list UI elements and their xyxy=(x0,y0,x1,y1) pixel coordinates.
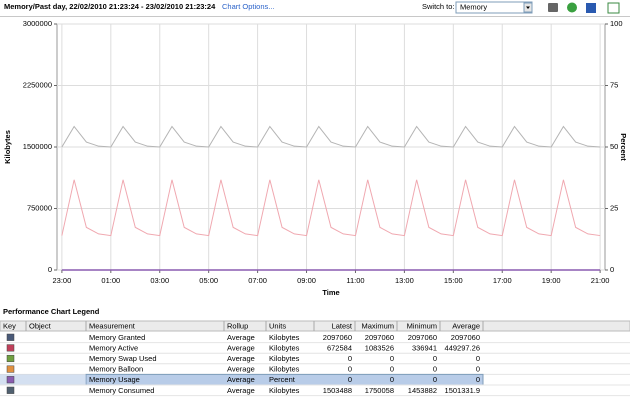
selected-key-bg xyxy=(0,374,86,385)
table-cell: 0 xyxy=(390,375,394,384)
table-cell: Average xyxy=(227,365,255,374)
table-cell: Average xyxy=(227,354,255,363)
key-swatch xyxy=(6,354,15,363)
table-cell: 1501331.9 xyxy=(445,386,480,395)
table-cell: 0 xyxy=(348,365,352,374)
column-header: Measurement xyxy=(89,321,136,330)
column-header: Minimum xyxy=(407,321,437,330)
table-cell: 0 xyxy=(390,354,394,363)
table-cell: Memory Granted xyxy=(89,333,145,342)
table-header-bg xyxy=(0,320,630,332)
table-cell: 0 xyxy=(476,375,480,384)
table-cell: Kilobytes xyxy=(269,354,300,363)
table-cell: Memory Consumed xyxy=(89,386,154,395)
table-cell: 672584 xyxy=(327,343,352,352)
column-header: Maximum xyxy=(361,321,394,330)
table-cell: Average xyxy=(227,386,255,395)
column-header: Units xyxy=(269,321,286,330)
table-cell: Memory Balloon xyxy=(89,365,143,374)
y-axis-label: Kilobytes xyxy=(3,130,12,164)
key-swatch xyxy=(6,344,15,352)
switch-value: Memory xyxy=(460,2,487,11)
table-cell: 1453882 xyxy=(408,386,437,395)
x-tick-label: 23:00 xyxy=(53,276,72,285)
y2-tick-label: 100 xyxy=(610,19,623,28)
table-cell: 0 xyxy=(433,365,437,374)
table-cell: 1083526 xyxy=(365,343,394,352)
table-cell: 0 xyxy=(476,354,480,363)
table-cell: Average xyxy=(227,343,255,352)
x-tick-label: 05:00 xyxy=(199,276,218,285)
x-tick-label: 19:00 xyxy=(542,276,561,285)
y2-tick-label: 50 xyxy=(610,142,618,151)
table-cell: 0 xyxy=(433,375,437,384)
column-header: Rollup xyxy=(227,321,248,330)
column-header: Object xyxy=(29,321,52,330)
x-tick-label: 03:00 xyxy=(150,276,169,285)
table-cell: 2097060 xyxy=(451,333,480,342)
y2-tick-label: 25 xyxy=(610,203,618,212)
table-cell: Percent xyxy=(269,375,296,384)
save-icon[interactable] xyxy=(586,3,596,13)
y2-tick-label: 75 xyxy=(610,80,618,89)
table-cell: 2097060 xyxy=(408,333,437,342)
column-header: Key xyxy=(3,321,16,330)
y2-tick-label: 0 xyxy=(610,265,614,274)
table-cell: 2097060 xyxy=(365,333,394,342)
table-cell: Kilobytes xyxy=(269,343,300,352)
x-tick-label: 15:00 xyxy=(444,276,463,285)
table-cell: 0 xyxy=(476,365,480,374)
x-tick-label: 11:00 xyxy=(346,276,364,285)
x-tick-label: 17:00 xyxy=(493,276,512,285)
table-cell: Memory Swap Used xyxy=(89,354,157,363)
series-line xyxy=(61,179,601,237)
chart-options-link[interactable]: Chart Options... xyxy=(222,2,275,11)
x-axis-label: Time xyxy=(322,288,339,297)
column-header: Average xyxy=(452,321,480,330)
table-cell: 0 xyxy=(348,375,352,384)
table-cell: 0 xyxy=(348,354,352,363)
y2-axis-label: Percent xyxy=(619,133,628,161)
table-cell: 1750058 xyxy=(365,386,394,395)
table-cell: 0 xyxy=(433,354,437,363)
arrow-icon xyxy=(526,6,530,9)
page-title: Memory/Past day, 22/02/2010 21:23:24 - 2… xyxy=(4,2,216,11)
column-header: Latest xyxy=(332,321,353,330)
series-line xyxy=(61,125,601,148)
key-swatch xyxy=(6,376,15,384)
table-cell: 0 xyxy=(390,365,394,374)
legend-title: Performance Chart Legend xyxy=(3,307,100,316)
popout-icon[interactable] xyxy=(607,2,620,14)
table-cell: 1503488 xyxy=(323,386,352,395)
x-tick-label: 13:00 xyxy=(395,276,414,285)
key-swatch xyxy=(6,365,15,373)
table-cell: Kilobytes xyxy=(269,333,300,342)
table-cell: Average xyxy=(227,333,255,342)
header-rule xyxy=(0,16,630,17)
y-tick-label: 2250000 xyxy=(23,80,52,89)
print-icon[interactable] xyxy=(548,3,558,12)
key-swatch xyxy=(6,386,15,394)
x-tick-label: 09:00 xyxy=(297,276,316,285)
x-tick-label: 07:00 xyxy=(248,276,267,285)
table-cell: Kilobytes xyxy=(269,386,300,395)
switch-label: Switch to: xyxy=(422,2,455,11)
table-cell: Average xyxy=(227,375,255,384)
table-cell: 449297.26 xyxy=(445,343,480,352)
table-cell: Memory Usage xyxy=(89,375,140,384)
table-cell: 336941 xyxy=(412,343,437,352)
table-cell: 2097060 xyxy=(323,333,352,342)
key-swatch xyxy=(6,333,15,341)
y-tick-label: 1500000 xyxy=(23,142,52,151)
table-cell: Memory Active xyxy=(89,343,138,352)
y-tick-label: 0 xyxy=(48,265,52,274)
x-tick-label: 21:00 xyxy=(591,276,610,285)
refresh-icon[interactable] xyxy=(567,2,577,13)
y-tick-label: 3000000 xyxy=(23,19,52,28)
y-tick-label: 750000 xyxy=(27,203,52,212)
table-cell: Kilobytes xyxy=(269,365,300,374)
x-tick-label: 01:00 xyxy=(101,276,120,285)
